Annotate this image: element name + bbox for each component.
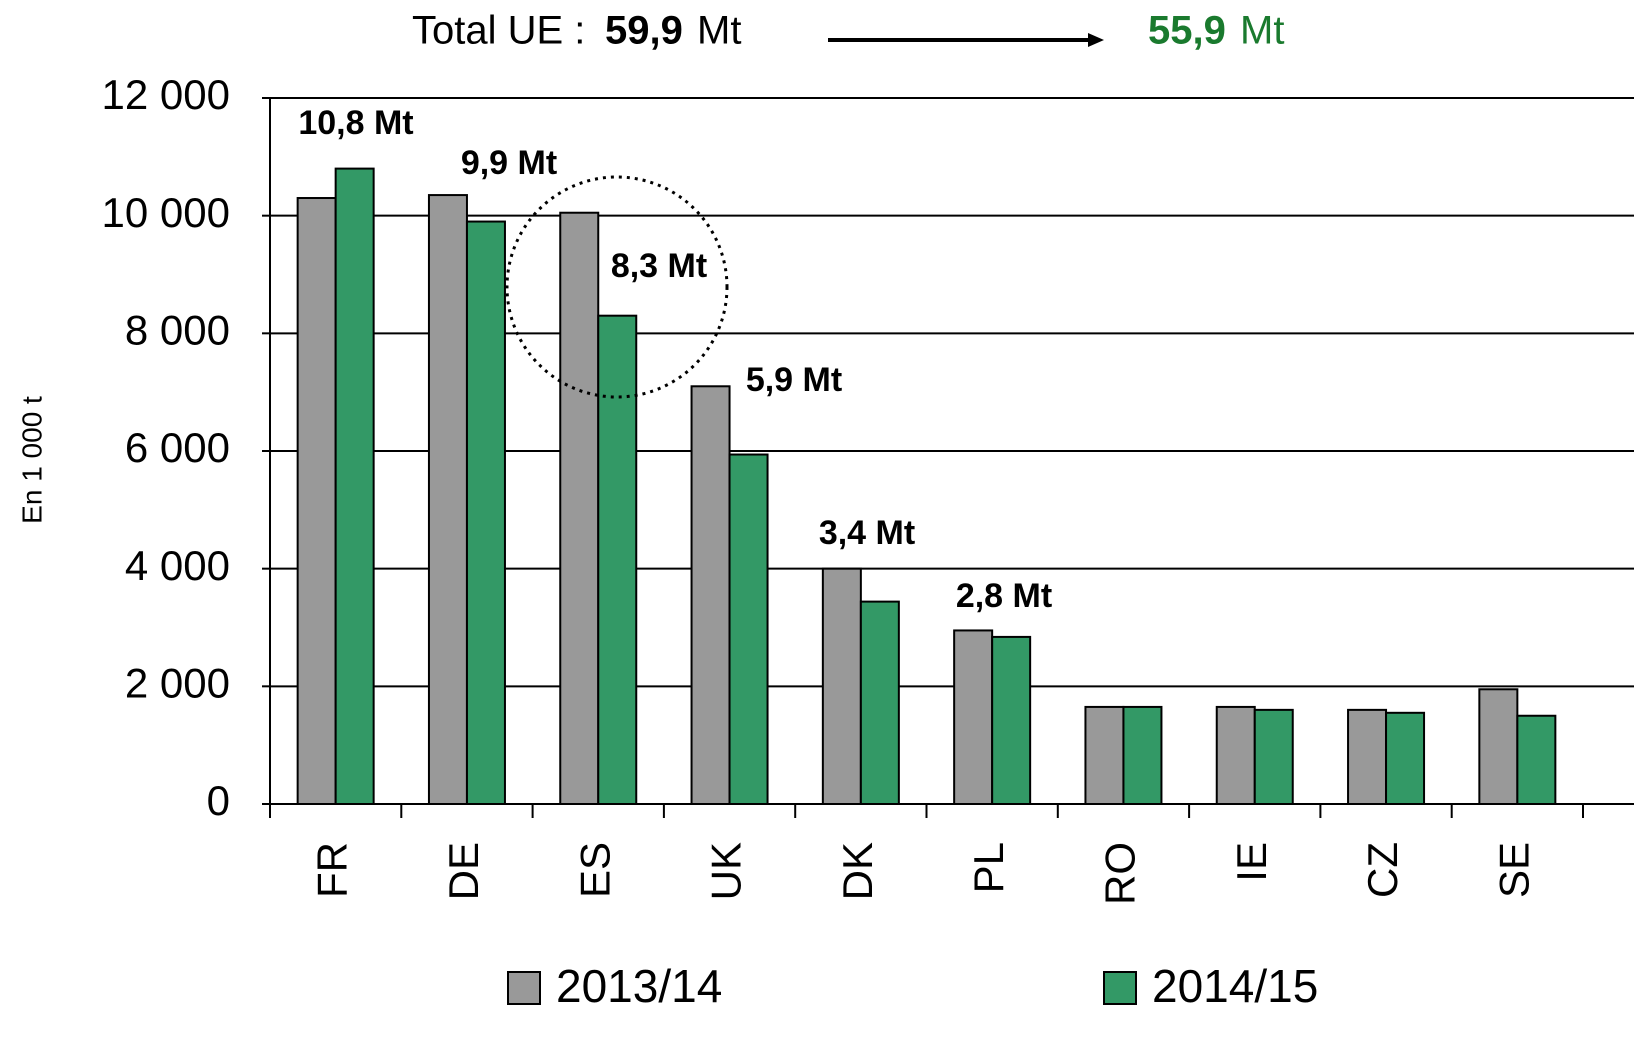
bar xyxy=(1253,708,1294,805)
bar xyxy=(1347,708,1388,805)
bar xyxy=(1215,705,1256,805)
bar xyxy=(859,600,900,806)
x-tick-label: CZ xyxy=(1359,842,1406,898)
bar xyxy=(427,194,468,805)
x-tick-label: DK xyxy=(834,842,881,900)
x-tick-label: DE xyxy=(440,842,487,900)
legend-swatch xyxy=(507,971,541,1005)
x-tick-label: SE xyxy=(1490,842,1537,898)
x-tick-label: IE xyxy=(1228,842,1275,882)
value-label: 2,8 Mt xyxy=(956,577,1052,615)
bar xyxy=(559,211,600,806)
bar xyxy=(465,220,506,806)
y-tick-label: 12 000 xyxy=(102,71,230,118)
value-label: 9,9 Mt xyxy=(461,144,557,182)
bar xyxy=(821,567,862,806)
bar xyxy=(1478,688,1519,806)
header-before: 59,9 xyxy=(605,9,683,53)
value-label: 5,9 Mt xyxy=(746,361,842,399)
header-label: Total UE : xyxy=(412,9,585,53)
bar xyxy=(597,314,638,805)
bar xyxy=(334,167,375,806)
y-tick-label: 10 000 xyxy=(102,189,230,236)
header-after: 55,9 xyxy=(1148,9,1226,53)
y-tick-label: 8 000 xyxy=(125,306,230,353)
y-tick-label: 0 xyxy=(207,777,230,824)
bar xyxy=(1122,705,1163,805)
header-unit: Mt xyxy=(697,9,741,53)
y-tick-label: 2 000 xyxy=(125,659,230,706)
bar xyxy=(1084,705,1125,805)
highlight-circle xyxy=(505,175,729,399)
arrow-head xyxy=(1088,33,1104,47)
y-tick-label: 4 000 xyxy=(125,542,230,589)
x-tick-label: ES xyxy=(571,842,618,898)
y-axis-label: En 1 000 t xyxy=(16,396,47,524)
bar xyxy=(690,385,731,805)
value-label: 8,3 Mt xyxy=(611,247,707,285)
header-unit: Mt xyxy=(1240,9,1284,53)
x-tick-label: FR xyxy=(309,842,356,898)
y-tick-label: 6 000 xyxy=(125,424,230,471)
value-label: 10,8 Mt xyxy=(298,104,413,142)
bar xyxy=(728,453,769,805)
x-tick-label: UK xyxy=(703,842,750,900)
value-label: 3,4 Mt xyxy=(819,514,915,552)
bar xyxy=(953,629,994,805)
bar xyxy=(1516,714,1557,805)
bar xyxy=(296,197,337,805)
bar xyxy=(991,635,1032,805)
plot: 0 2 000 4 000 6 000 8 000 10 000 12 000 FR 10,8 … xyxy=(102,71,1634,905)
legend-label: 2013/14 xyxy=(556,960,722,1012)
bar xyxy=(1385,711,1426,806)
legend-label: 2014/15 xyxy=(1152,960,1318,1012)
legend-swatch xyxy=(1103,971,1137,1005)
x-tick-label: RO xyxy=(1097,842,1144,905)
x-tick-label: PL xyxy=(965,842,1012,893)
